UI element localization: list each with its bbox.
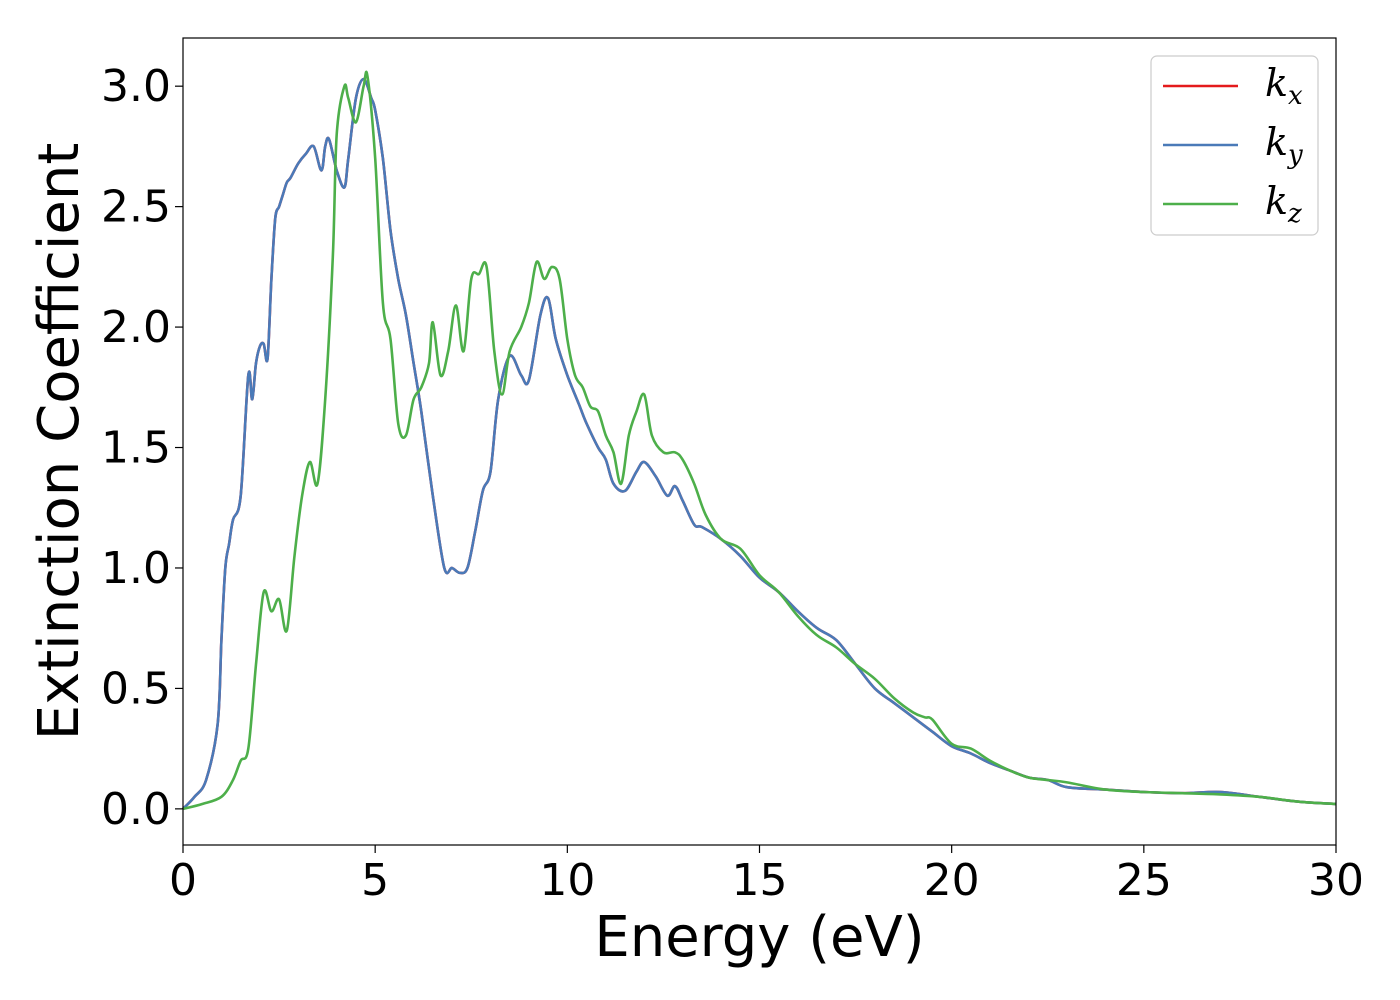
y-axis-ticks: 0.0 0.5 1.0 1.5 2.0 2.5 3.0 bbox=[101, 61, 183, 835]
y-tick-label: 2.0 bbox=[101, 302, 171, 353]
x-tick-label: 15 bbox=[732, 855, 788, 906]
x-axis-ticks: 0 5 10 15 20 25 30 bbox=[169, 845, 1364, 906]
x-tick-label: 5 bbox=[361, 855, 389, 906]
y-tick-label: 2.5 bbox=[101, 182, 171, 233]
x-tick-label: 20 bbox=[924, 855, 980, 906]
y-tick-label: 0.5 bbox=[101, 663, 171, 714]
x-tick-label: 25 bbox=[1116, 855, 1172, 906]
y-tick-label: 3.0 bbox=[101, 61, 171, 112]
y-tick-label: 0.0 bbox=[101, 784, 171, 835]
y-tick-label: 1.0 bbox=[101, 543, 171, 594]
x-tick-label: 30 bbox=[1308, 855, 1364, 906]
x-axis-label: Energy (eV) bbox=[594, 905, 924, 970]
x-tick-label: 0 bbox=[169, 855, 197, 906]
legend-label-z: kz bbox=[1265, 179, 1302, 229]
legend-label-x: kx bbox=[1265, 61, 1303, 111]
series-line-z bbox=[182, 70, 1337, 811]
y-tick-label: 1.5 bbox=[101, 423, 171, 474]
legend-label-y: ky bbox=[1265, 120, 1303, 170]
x-tick-label: 10 bbox=[539, 855, 595, 906]
series-line-y bbox=[182, 77, 1337, 810]
legend: kx ky kz bbox=[1150, 55, 1319, 236]
y-axis-label: Extinction Coefficient bbox=[27, 143, 92, 741]
series-layer bbox=[182, 70, 1337, 811]
